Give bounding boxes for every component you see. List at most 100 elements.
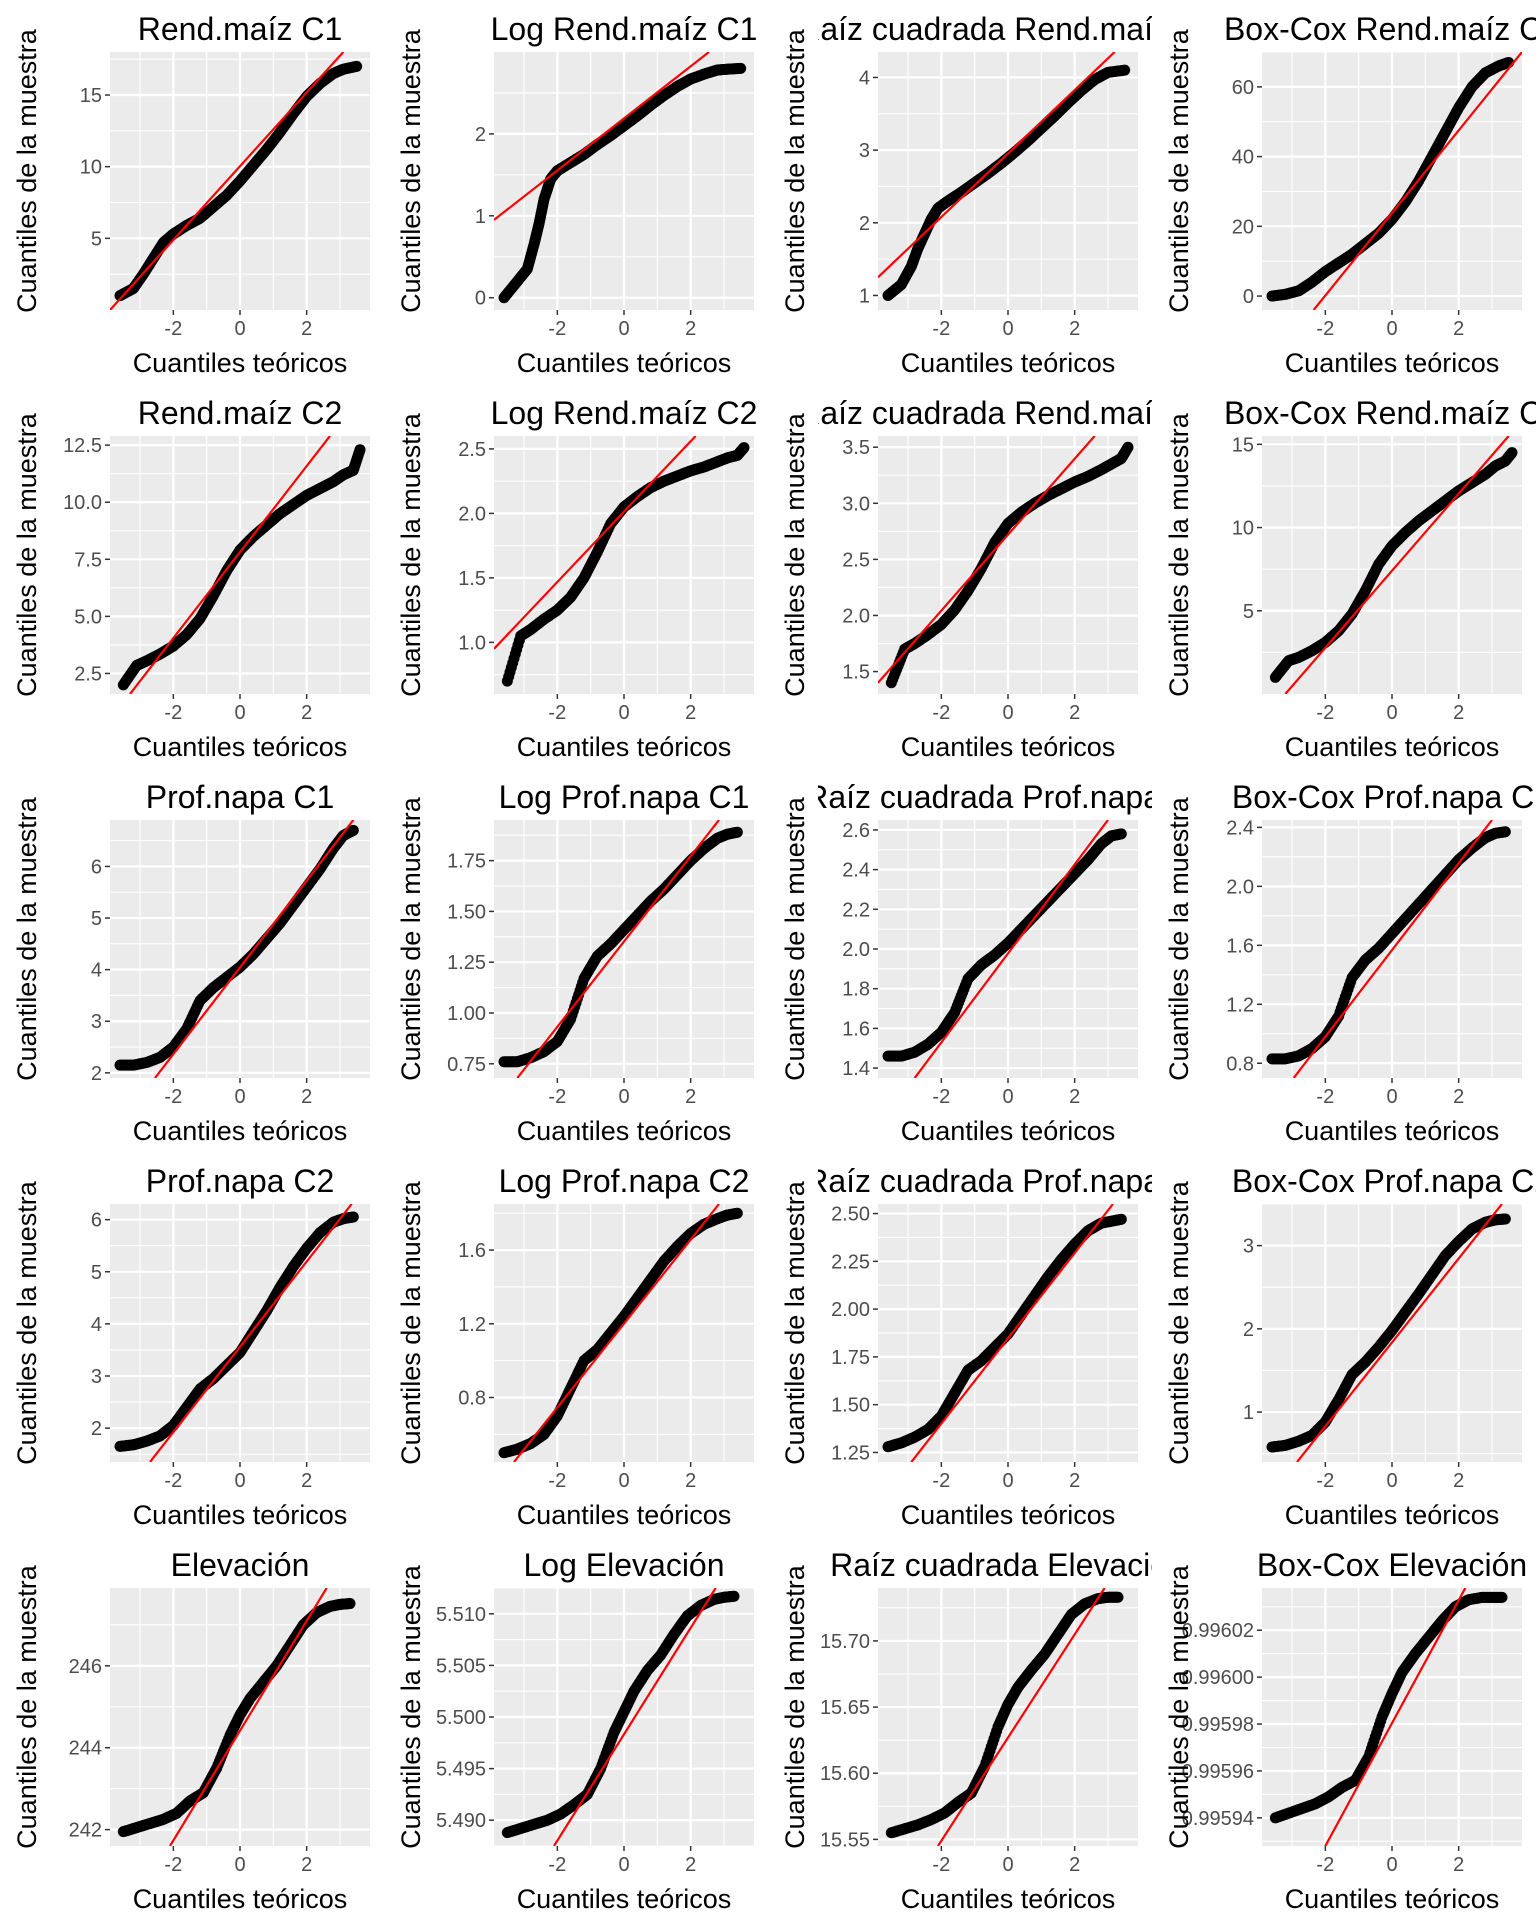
sample-points bbox=[114, 60, 363, 302]
y-axis-label: Cuantiles de la muestra bbox=[396, 412, 426, 697]
y-tick-label: 1.6 bbox=[842, 1018, 870, 1040]
y-tick-label: 2.6 bbox=[842, 820, 870, 842]
x-axis-label: Cuantiles teóricos bbox=[901, 1116, 1116, 1146]
y-tick-label: 1.0 bbox=[458, 632, 486, 654]
plot-title: Box-Cox Rend.maíz C1 bbox=[1224, 11, 1536, 47]
y-tick-label: 3 bbox=[91, 1011, 102, 1033]
x-tick-label: -2 bbox=[1316, 1854, 1334, 1876]
plot-title: Raíz cuadrada Prof.napa C1 bbox=[805, 779, 1211, 815]
qq-panel: -2 0 2 5 10 15 Box-Cox Rend.maíz C2 Cuantiles t… bbox=[1164, 395, 1536, 762]
y-axis-label: Cuantiles de la muestra bbox=[12, 28, 42, 313]
y-tick-label: 246 bbox=[69, 1656, 102, 1678]
qq-panel: -2 0 2 5.490 5.495 5.500 5.505 5.510 Log Elevaci… bbox=[396, 1547, 754, 1914]
y-tick-label: 5.510 bbox=[436, 1604, 486, 1626]
qq-point bbox=[1115, 1213, 1127, 1225]
qq-reference-line bbox=[913, 820, 1109, 1078]
y-tick-label: 3 bbox=[91, 1366, 102, 1388]
x-tick-label: -2 bbox=[548, 1854, 566, 1876]
x-tick-label: 2 bbox=[1069, 702, 1080, 724]
y-tick-label: 5.495 bbox=[436, 1759, 486, 1781]
y-tick-label: 1.75 bbox=[447, 851, 486, 873]
x-tick-label: 2 bbox=[1453, 702, 1464, 724]
qq-reference-line bbox=[1284, 436, 1510, 694]
y-tick-label: 5.490 bbox=[436, 1810, 486, 1832]
y-tick-label: 2 bbox=[475, 124, 486, 146]
y-tick-label: 1.5 bbox=[842, 662, 870, 684]
y-tick-label: 0.99598 bbox=[1182, 1714, 1254, 1736]
x-axis-label: Cuantiles teóricos bbox=[901, 1500, 1116, 1530]
y-tick-label: 0.75 bbox=[447, 1054, 486, 1076]
y-tick-label: 0.99594 bbox=[1182, 1808, 1254, 1830]
x-tick-label: 0 bbox=[1002, 702, 1013, 724]
qq-point bbox=[728, 1590, 740, 1602]
y-axis: 5.490 5.495 5.500 5.505 5.510 bbox=[436, 1604, 754, 1832]
x-tick-label: 2 bbox=[301, 1470, 312, 1492]
y-tick-label: 1.5 bbox=[458, 568, 486, 590]
qq-panel: -2 0 2 1.5 2.0 2.5 3.0 3.5 Raíz cuadrada Rend.ma… bbox=[780, 395, 1219, 762]
x-axis-label: Cuantiles teóricos bbox=[901, 1884, 1116, 1914]
y-axis: 0.75 1.00 1.25 1.50 1.75 bbox=[447, 851, 754, 1076]
qq-reference-line bbox=[878, 52, 1116, 279]
qq-reference-line bbox=[129, 436, 331, 694]
x-tick-label: 2 bbox=[1069, 1854, 1080, 1876]
x-axis: -2 0 2 bbox=[164, 1588, 312, 1876]
y-axis-label: Cuantiles de la muestra bbox=[1164, 1180, 1194, 1465]
qq-reference-line bbox=[910, 1204, 1114, 1462]
x-axis: -2 0 2 bbox=[548, 436, 696, 724]
y-axis-label: Cuantiles de la muestra bbox=[1164, 28, 1194, 313]
x-tick-label: -2 bbox=[932, 318, 950, 340]
qq-panel: -2 0 2 242 244 246 Elevación Cuantiles teóricos… bbox=[12, 1547, 370, 1914]
y-tick-label: 0 bbox=[1243, 286, 1254, 308]
qq-panel: -2 0 2 0 1 2 Log Rend.maíz C1 Cuantiles teórico… bbox=[396, 11, 757, 378]
y-tick-label: 1.75 bbox=[831, 1347, 870, 1369]
y-tick-label: 1.6 bbox=[1226, 935, 1254, 957]
y-axis-label: Cuantiles de la muestra bbox=[12, 796, 42, 1081]
y-tick-label: 5 bbox=[91, 908, 102, 930]
x-tick-label: 0 bbox=[234, 1086, 245, 1108]
x-tick-label: 2 bbox=[1069, 1086, 1080, 1108]
y-tick-label: 244 bbox=[69, 1738, 102, 1760]
x-tick-label: 0 bbox=[1386, 702, 1397, 724]
y-tick-label: 2.0 bbox=[842, 939, 870, 961]
x-tick-label: 0 bbox=[1386, 1854, 1397, 1876]
plot-title: Log Rend.maíz C2 bbox=[491, 395, 758, 431]
y-axis: 1.5 2.0 2.5 3.0 3.5 bbox=[842, 437, 1138, 684]
y-tick-label: 1.8 bbox=[842, 979, 870, 1001]
qq-point bbox=[1122, 441, 1134, 453]
x-tick-label: 2 bbox=[1069, 1470, 1080, 1492]
y-axis-label: Cuantiles de la muestra bbox=[780, 796, 810, 1081]
x-tick-label: 0 bbox=[234, 1854, 245, 1876]
x-tick-label: 2 bbox=[301, 702, 312, 724]
sample-points bbox=[501, 1590, 740, 1839]
y-tick-label: 15.55 bbox=[820, 1829, 870, 1851]
x-axis-label: Cuantiles teóricos bbox=[517, 1884, 732, 1914]
plot-title: Raíz cuadrada Rend.maíz C2 bbox=[797, 395, 1219, 431]
sample-points bbox=[1269, 1591, 1508, 1824]
x-tick-label: -2 bbox=[1316, 1086, 1334, 1108]
qq-reference-line bbox=[878, 436, 1096, 684]
y-axis: 1.25 1.50 1.75 2.00 2.25 2.50 bbox=[831, 1204, 1138, 1464]
x-tick-label: -2 bbox=[1316, 318, 1334, 340]
plot-title: Log Rend.maíz C1 bbox=[491, 11, 758, 47]
qq-reference-line bbox=[937, 1588, 1106, 1846]
x-tick-label: 2 bbox=[301, 1854, 312, 1876]
y-tick-label: 0.8 bbox=[1226, 1053, 1254, 1075]
qq-point bbox=[1499, 826, 1511, 838]
y-axis: 2.5 5.0 7.5 10.0 12.5 bbox=[63, 435, 370, 685]
qq-reference-line bbox=[494, 436, 697, 650]
y-tick-label: 242 bbox=[69, 1820, 102, 1842]
qq-reference-line bbox=[1296, 1204, 1503, 1462]
qq-reference-line bbox=[553, 1588, 717, 1846]
y-tick-label: 5.0 bbox=[74, 606, 102, 628]
y-tick-label: 15 bbox=[1232, 434, 1254, 456]
x-tick-label: -2 bbox=[164, 1470, 182, 1492]
x-tick-label: -2 bbox=[548, 1086, 566, 1108]
plot-title: Raíz cuadrada Elevación bbox=[830, 1547, 1186, 1583]
x-axis-label: Cuantiles teóricos bbox=[133, 732, 348, 762]
qq-panel: -2 0 2 5 10 15 Rend.maíz C1 Cuantiles teóricos C… bbox=[12, 11, 370, 378]
y-axis: 5 10 15 bbox=[1232, 434, 1522, 623]
y-tick-label: 2.5 bbox=[842, 549, 870, 571]
y-tick-label: 5 bbox=[91, 1262, 102, 1284]
qq-point bbox=[1496, 1591, 1508, 1603]
